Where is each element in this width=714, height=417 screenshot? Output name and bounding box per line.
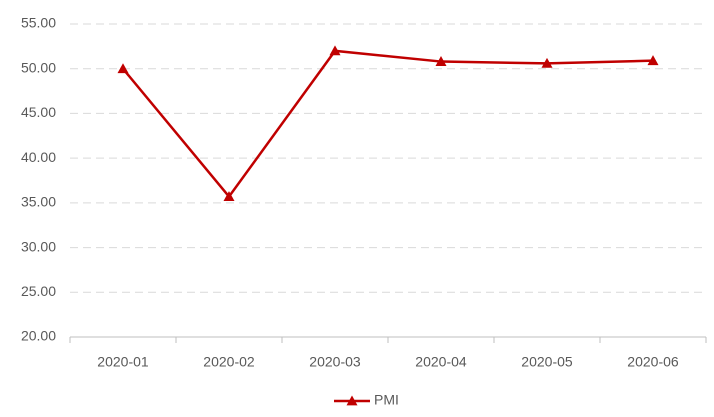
y-tick-label: 45.00	[21, 104, 56, 120]
x-tick-label: 2020-06	[627, 354, 679, 370]
data-point	[223, 191, 235, 201]
x-tick-label: 2020-01	[97, 354, 149, 370]
y-tick-label: 40.00	[21, 149, 56, 165]
x-tick-label: 2020-05	[521, 354, 573, 370]
y-tick-label: 25.00	[21, 283, 56, 299]
legend-label: PMI	[374, 392, 399, 408]
data-point	[647, 55, 659, 66]
y-tick-label: 50.00	[21, 59, 56, 75]
data-line	[122, 49, 654, 199]
data-point	[329, 45, 341, 56]
y-tick-label: 30.00	[21, 238, 56, 254]
data-point	[117, 63, 129, 74]
y-tick-label: 55.00	[21, 15, 56, 31]
data-point	[435, 56, 447, 66]
y-tick-label: 20.00	[21, 328, 56, 344]
y-tick-label: 35.00	[21, 194, 56, 210]
legend-marker	[346, 395, 358, 406]
data-point	[541, 57, 553, 68]
x-tick-label: 2020-04	[415, 354, 467, 370]
x-tick-label: 2020-02	[203, 354, 255, 370]
x-tick-label: 2020-03	[309, 354, 361, 370]
